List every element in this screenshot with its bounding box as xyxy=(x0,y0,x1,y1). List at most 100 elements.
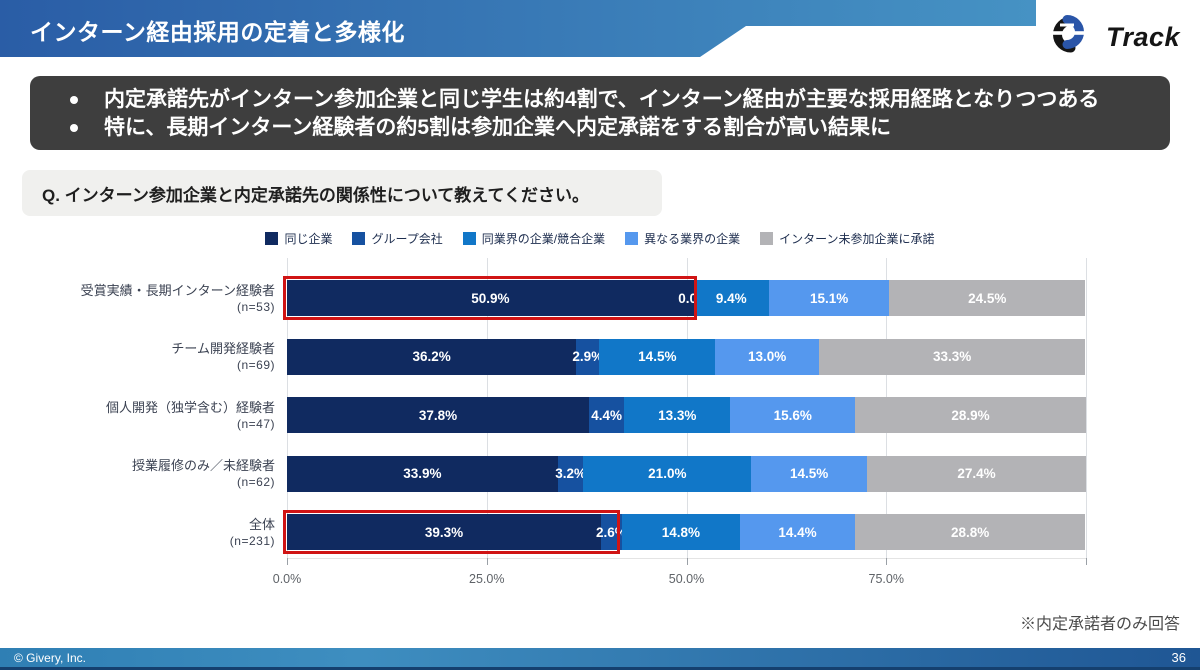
bar-value-label: 14.8% xyxy=(661,524,701,540)
track-logo: Track xyxy=(1040,14,1180,61)
bar-value-label: 3.2% xyxy=(555,466,587,481)
summary-bullet: 特に、長期インターン経験者の約5割は参加企業へ内定承諾をする割合が高い結果に xyxy=(30,114,1170,141)
legend-item: 同業界の企業/競合企業 xyxy=(462,230,606,247)
bar-segment: 14.5% xyxy=(751,455,868,492)
footer-page-number: 36 xyxy=(1171,650,1186,665)
legend-label: グループ会社 xyxy=(371,232,443,246)
bar-value-label: 28.9% xyxy=(951,407,990,423)
bar-segment: 15.6% xyxy=(730,397,856,433)
legend-label: インターン未参加企業に承諾 xyxy=(779,232,935,246)
category-label: 個人開発（独学含む）経験者 (n=47) xyxy=(22,397,275,433)
bar-segment: 4.4% xyxy=(589,397,625,433)
summary-bullet-text: 特に、長期インターン経験者の約5割は参加企業へ内定承諾をする割合が高い結果に xyxy=(104,115,891,139)
bar-segment: 27.4% xyxy=(867,455,1086,492)
legend-label: 同業界の企業/競合企業 xyxy=(481,232,606,246)
bar-segment: 50.9% xyxy=(287,280,694,316)
bar-value-label: 50.9% xyxy=(471,290,510,306)
bar-segment: 14.5% xyxy=(599,338,716,375)
category-name: 個人開発（独学含む）経験者 xyxy=(105,399,275,415)
bar-segment: 28.8% xyxy=(855,514,1086,550)
bar-value-label: 39.3% xyxy=(424,524,464,540)
track-logo-mark-icon xyxy=(1040,14,1098,61)
bar-value-label: 13.0% xyxy=(748,349,787,364)
category-n: (n=47) xyxy=(236,416,275,431)
gridline xyxy=(1086,258,1087,558)
footer: © Givery, Inc. 36 xyxy=(0,648,1200,670)
legend-swatch-icon xyxy=(265,232,279,245)
x-tick xyxy=(686,558,688,565)
bar-segment: 39.3% xyxy=(287,514,601,550)
legend: 同じ企業 グループ会社 同業界の企業/競合企業 異なる業界の企業 インターン未参加企業に… xyxy=(0,230,1200,247)
x-tick-label: 75.0% xyxy=(868,572,904,586)
category-name: 全体 xyxy=(248,516,275,532)
bar-value-label: 4.4% xyxy=(591,407,622,423)
bar-value-label: 13.3% xyxy=(658,407,697,423)
bar-segment: 14.8% xyxy=(621,514,741,550)
category-label: 受賞実績・長期インターン経験者 (n=53) xyxy=(22,280,275,316)
bar-segment: 14.4% xyxy=(740,514,856,550)
legend-label: 同じ企業 xyxy=(284,232,333,246)
summary-bullet: 内定承諾先がインターン参加企業と同じ学生は約4割で、インターン経由が主要な採用経… xyxy=(30,86,1170,113)
bullet-dot-icon xyxy=(70,123,78,132)
highlight-box xyxy=(283,510,621,554)
category-n: (n=69) xyxy=(236,358,275,372)
category-n: (n=62) xyxy=(236,475,275,489)
footnote: ※内定承諾者のみ回答 xyxy=(1019,616,1180,633)
legend-swatch-icon xyxy=(352,232,366,245)
bar-value-label: 27.4% xyxy=(957,466,996,481)
bar-value-label: 14.5% xyxy=(638,349,677,364)
bar-value-label: 15.6% xyxy=(773,407,812,423)
legend-item: 異なる業界の企業 xyxy=(625,230,740,247)
x-tick-label: 0.0% xyxy=(272,572,302,586)
legend-item: グループ会社 xyxy=(352,230,443,247)
bar-value-label: 21.0% xyxy=(648,466,687,481)
bar-value-label: 24.5% xyxy=(968,290,1007,306)
bar-value-label: 14.4% xyxy=(778,524,817,540)
bar-segment: 33.9% xyxy=(287,455,558,492)
question-box: Q. インターン参加企業と内定承諾先の関係性について教えてください。 xyxy=(22,170,662,216)
summary-bullet-text: 内定承諾先がインターン参加企業と同じ学生は約4割で、インターン経由が主要な採用経… xyxy=(104,87,1100,111)
bar-segment: 3.2% xyxy=(555,455,587,492)
x-tick-label: 50.0% xyxy=(668,572,705,586)
bar-row: 39.3% 2.6% 14.8% 14.4% 28.8% xyxy=(287,514,1086,550)
bar-row: 36.2% 2.9% 14.5% 13.0% 33.3% xyxy=(287,338,1086,375)
bar-value-label: 33.9% xyxy=(403,466,442,481)
legend-item: 同じ企業 xyxy=(265,230,332,247)
x-tick xyxy=(886,558,888,565)
bar-segment: 36.2% xyxy=(287,338,577,375)
logo-text: Track xyxy=(1105,22,1180,52)
bar-value-label: 2.9% xyxy=(572,349,604,364)
footer-copyright: © Givery, Inc. xyxy=(14,650,86,665)
page-title: インターン経由採用の定着と多様化 xyxy=(30,19,405,45)
legend-item: インターン未参加企業に承諾 xyxy=(760,230,935,247)
x-tick xyxy=(287,558,288,565)
x-tick xyxy=(486,558,488,565)
category-label: 全体 (n=231) xyxy=(22,514,275,550)
bar-segment: 15.1% xyxy=(768,280,890,316)
bar-segment: 13.0% xyxy=(715,338,820,375)
legend-swatch-icon xyxy=(462,232,476,245)
category-n: (n=53) xyxy=(236,299,275,314)
category-n: (n=231) xyxy=(229,533,275,548)
legend-swatch-icon xyxy=(625,232,639,245)
category-name: 授業履修のみ／未経験者 xyxy=(131,458,275,473)
bar-segment: 9.4% xyxy=(693,280,769,316)
bar-value-label: 36.2% xyxy=(412,349,451,364)
category-name: 受賞実績・長期インターン経験者 xyxy=(80,282,275,298)
bar-value-label: 9.4% xyxy=(715,290,747,306)
chart: 0.0% 25.0% 50.0% 75.0% 受賞実績・長期インターン経験者 (n=53… xyxy=(22,258,1112,603)
bar-segment: 33.3% xyxy=(819,338,1086,375)
bar-segment: 37.8% xyxy=(287,397,590,433)
bar-segment: 13.3% xyxy=(624,397,731,433)
category-name: チーム開発経験者 xyxy=(171,341,275,356)
bar-value-label: 15.1% xyxy=(809,290,849,306)
legend-swatch-icon xyxy=(760,232,774,245)
bar-segment: 28.9% xyxy=(855,397,1086,433)
bar-value-label: 14.5% xyxy=(789,466,829,481)
bar-value-label: 37.8% xyxy=(418,407,458,423)
bar-value-label: 33.3% xyxy=(932,349,972,364)
bar-segment: 24.5% xyxy=(889,280,1086,316)
legend-label: 異なる業界の企業 xyxy=(644,232,741,246)
bar-row: 33.9% 3.2% 21.0% 14.5% 27.4% xyxy=(287,455,1086,492)
